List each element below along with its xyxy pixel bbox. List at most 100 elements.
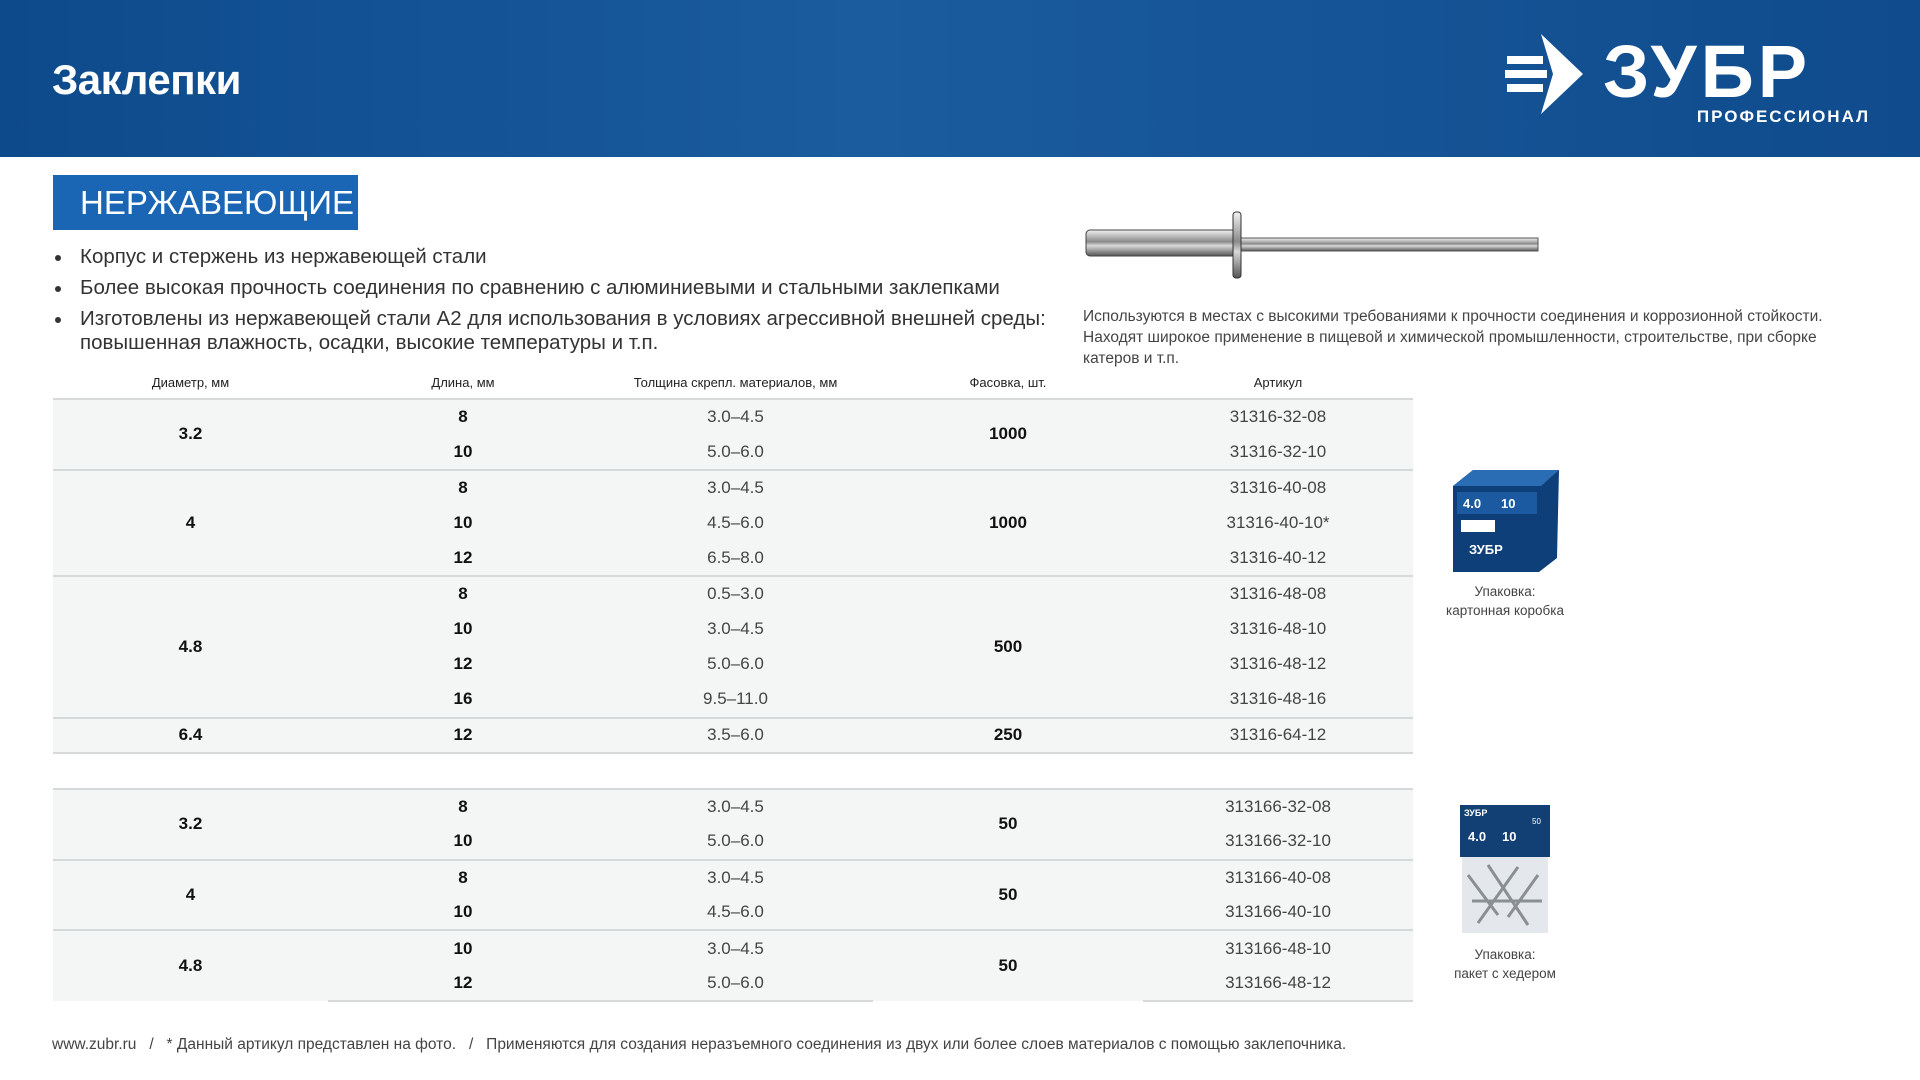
header-banner: Заклепки ЗУБР ПРОФЕССИОНАЛ	[0, 0, 1920, 157]
table-cell: 3.0–4.5	[598, 858, 873, 896]
table-cell: 31316-40-10*	[1226, 512, 1330, 532]
table-cell: 313166-48-12	[1143, 965, 1413, 1003]
rivet-image	[1085, 211, 1539, 279]
table-cell: 3.0–4.5	[598, 929, 873, 966]
table-cell: 5.0–6.0	[707, 831, 764, 851]
specs-table: Диаметр, мм Длина, мм Толщина скрепл. ма…	[53, 375, 1413, 1003]
table-cell: 10	[453, 902, 473, 922]
zubr-logo: ЗУБР ПРОФЕССИОНАЛ	[1505, 32, 1870, 127]
table-cell: 12	[328, 716, 598, 753]
column-header: Диаметр, мм	[151, 375, 230, 390]
table-cell: 10	[453, 512, 473, 532]
table-cell: 31316-32-10	[1229, 441, 1327, 461]
table-cell: 5.0–6.0	[598, 965, 873, 1003]
table-cell: 5.0–6.0	[707, 441, 764, 461]
table-cell: 4.8	[53, 574, 328, 718]
box-package-image: 4.0 10 ЗУБР	[1453, 470, 1559, 572]
feature-list: Корпус и стержень из нержавеющей стали Б…	[53, 245, 1053, 362]
bag-logo-text: ЗУБР	[1464, 808, 1487, 818]
table-row: 3.2 8 3.0–4.5 1000 31316-32-08	[53, 397, 1413, 470]
packaging-type: пакет с хедером	[1454, 966, 1556, 981]
table-row: 4 8 3.0–4.5 50 313166-40-08	[53, 858, 1413, 931]
table-cell: 4.8	[53, 929, 328, 1002]
table-cell: 8	[328, 858, 598, 896]
table-cell: 1000	[873, 468, 1143, 576]
logo-word: ЗУБР	[1603, 30, 1812, 113]
table-cell: 313166-32-10	[1225, 831, 1331, 851]
table-cell: 12	[453, 654, 473, 674]
column-header: Толщина скрепл. материалов, мм	[633, 375, 838, 390]
table-cell: 4.5–6.0	[707, 902, 764, 922]
table-header-row: Диаметр, мм Длина, мм Толщина скрепл. ма…	[53, 375, 1413, 399]
table-cell: 313166-40-10	[1225, 902, 1331, 922]
table-cell: 31316-40-08	[1143, 468, 1413, 506]
table-cell: 9.5–11.0	[703, 689, 768, 709]
spacer-row	[53, 751, 1413, 789]
logo-subtitle: ПРОФЕССИОНАЛ	[1696, 107, 1870, 126]
table-cell: 8	[328, 397, 598, 435]
bag-package-image: ЗУБР 4.0 10 50	[1460, 805, 1550, 933]
table-cell: 4.5–6.0	[707, 512, 764, 532]
table-cell: 313166-32-08	[1143, 787, 1413, 825]
table-row: 4 8 3.0–4.5 1000 31316-40-08	[53, 468, 1413, 576]
table-cell: 6.5–8.0	[707, 547, 764, 567]
table-cell: 31316-48-16	[1229, 689, 1327, 709]
packaging-bag: ЗУБР 4.0 10 50 Упаковка: пакет с хедером	[1440, 805, 1570, 983]
table-cell: 8	[328, 787, 598, 825]
table-cell: 50	[873, 787, 1143, 860]
table-cell: 313166-48-10	[1143, 929, 1413, 966]
usage-description: Используются в местах с высокими требова…	[1083, 308, 1823, 367]
table-cell: 0.5–3.0	[598, 574, 873, 612]
table-cell: 3.2	[53, 398, 328, 470]
table-cell: 3.0–4.5	[598, 787, 873, 825]
table-cell: 3.0–4.5	[707, 619, 764, 639]
table-row: 4.8 8 0.5–3.0 500 31316-48-08	[53, 574, 1413, 718]
table-cell: 50	[873, 929, 1143, 1002]
table-cell: 12	[328, 965, 598, 1003]
column-header: Артикул	[1253, 375, 1303, 390]
table-cell: 31316-32-08	[1143, 397, 1413, 435]
box-size-text: 4.0	[1463, 496, 1481, 511]
table-cell: 3.0–4.5	[598, 468, 873, 506]
table-row: 4.8 10 3.0–4.5 50 313166-48-10	[53, 929, 1413, 1002]
table-cell: 10	[453, 619, 473, 639]
table-cell: 3.5–6.0	[598, 716, 873, 753]
box-logo-text: ЗУБР	[1469, 542, 1503, 557]
page-title: Заклепки	[52, 56, 241, 103]
table-cell: 10	[328, 929, 598, 966]
table-cell: 10	[453, 441, 473, 461]
table-cell: 3.2	[53, 787, 328, 860]
table-cell: 4	[53, 468, 328, 576]
table-row: 6.4 12 3.5–6.0 250 31316-64-12	[53, 716, 1413, 753]
logo-arrow-icon	[1505, 34, 1583, 114]
table-cell: 31316-48-12	[1229, 654, 1327, 674]
table-row: 3.2 8 3.0–4.5 50 313166-32-08	[53, 787, 1413, 860]
packaging-label: Упаковка:	[1474, 584, 1536, 599]
box-length-text: 10	[1501, 496, 1515, 511]
table-cell: 8	[328, 468, 598, 506]
table-cell: 31316-48-08	[1143, 574, 1413, 612]
feature-item: Корпус и стержень из нержавеющей стали	[53, 245, 1053, 269]
feature-item: Изготовлены из нержавеющей стали А2 для …	[53, 307, 1053, 355]
table-cell: 313166-40-08	[1143, 858, 1413, 896]
table-cell: 10	[453, 831, 473, 851]
table-cell: 8	[328, 574, 598, 612]
footer-note: www.zubr.ru / * Данный артикул представл…	[52, 1036, 1347, 1053]
table-cell: 31316-64-12	[1143, 716, 1413, 753]
table-cell: 12	[453, 547, 473, 567]
table-cell: 50	[873, 858, 1143, 931]
table-cell: 250	[873, 716, 1143, 753]
bag-count-text: 50	[1532, 817, 1541, 826]
packaging-type: картонная коробка	[1446, 603, 1564, 618]
table-cell: 4	[53, 858, 328, 931]
bag-length-text: 10	[1502, 829, 1516, 844]
table-cell: 3.0–4.5	[598, 397, 873, 435]
table-cell: 1000	[873, 398, 1143, 470]
table-cell: 5.0–6.0	[707, 654, 764, 674]
feature-item: Более высокая прочность соединения по ср…	[53, 276, 1053, 300]
bag-size-text: 4.0	[1468, 829, 1486, 844]
table-cell: 500	[873, 574, 1143, 718]
packaging-box: 4.0 10 ЗУБР Упаковка: картонная коробка	[1440, 468, 1570, 620]
table-cell: 31316-40-12	[1229, 547, 1327, 567]
table-cell: 16	[453, 689, 473, 709]
